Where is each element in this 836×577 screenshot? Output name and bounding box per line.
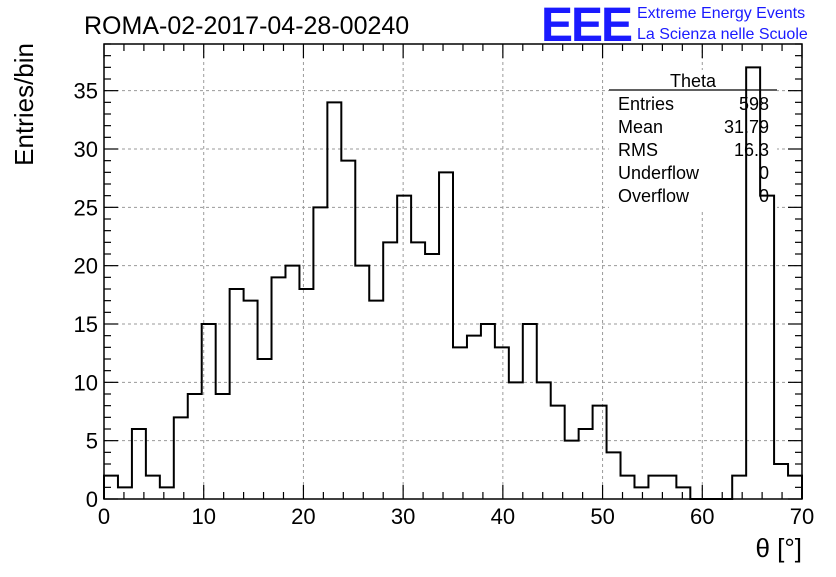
histogram-bin <box>509 382 523 499</box>
histogram-bin <box>593 406 607 499</box>
y-tick-label: 20 <box>74 254 98 279</box>
histogram-bin <box>341 161 355 499</box>
x-tick-label: 0 <box>98 504 110 529</box>
histogram-bin <box>648 476 662 499</box>
histogram-outline <box>103 66 803 500</box>
y-tick-label: 35 <box>74 79 98 104</box>
stats-label: Overflow <box>618 186 690 206</box>
histogram-bin <box>355 266 369 499</box>
histogram-bin <box>160 487 174 499</box>
histogram-bin <box>132 429 146 499</box>
histogram-bin <box>523 324 537 499</box>
histogram-bin <box>411 242 425 499</box>
y-axis-label: Entries/bin <box>9 43 39 166</box>
histogram-bin <box>299 289 313 499</box>
histogram-bin <box>313 207 327 499</box>
histogram-bin <box>202 324 216 499</box>
histogram-bin <box>244 301 258 499</box>
histogram-bin <box>118 487 132 499</box>
x-axis-ticks: 0 10 20 30 40 50 60 70 <box>98 44 814 529</box>
histogram-bin <box>327 102 341 499</box>
y-tick-label: 10 <box>74 370 98 395</box>
histogram-bin <box>607 452 621 499</box>
y-tick-label: 30 <box>74 137 98 162</box>
stats-value: 16.3 <box>734 140 769 160</box>
histogram-bin <box>258 359 272 499</box>
y-axis-ticks: 0 5 10 15 20 25 30 35 <box>74 43 802 512</box>
histogram-bin <box>230 289 244 499</box>
stats-label: RMS <box>618 140 658 160</box>
histogram-bin <box>425 254 439 499</box>
x-tick-label: 40 <box>491 504 515 529</box>
histogram-bin <box>272 277 286 499</box>
stats-value: 0 <box>759 163 769 183</box>
histogram-bin <box>146 476 160 499</box>
stats-value: 598 <box>739 94 769 114</box>
histogram-bin <box>774 464 788 499</box>
histogram-bin <box>760 196 774 499</box>
histogram-bin <box>285 266 299 499</box>
histogram-bin <box>662 476 676 499</box>
x-axis-label: θ [°] <box>755 533 802 563</box>
stats-label: Entries <box>618 94 674 114</box>
histogram-bin <box>397 196 411 499</box>
grid-lines <box>104 44 802 499</box>
histogram-bin <box>537 382 551 499</box>
y-tick-label: 25 <box>74 195 98 220</box>
stats-label: Underflow <box>618 163 700 183</box>
stats-title: Theta <box>670 71 717 91</box>
y-tick-label: 5 <box>86 429 98 454</box>
histogram-bin <box>188 394 202 499</box>
histogram-bin <box>481 324 495 499</box>
histogram-bars <box>103 66 803 500</box>
x-tick-label: 60 <box>690 504 714 529</box>
histogram-bin <box>216 394 230 499</box>
x-tick-label: 20 <box>291 504 315 529</box>
histogram-bin <box>676 487 690 499</box>
x-tick-label: 10 <box>191 504 215 529</box>
histogram-bin <box>579 429 593 499</box>
histogram-bin <box>551 406 565 499</box>
histogram-bin <box>453 347 467 499</box>
histogram-bin <box>174 417 188 499</box>
histogram-bin <box>634 487 648 499</box>
stats-label: Mean <box>618 117 663 137</box>
histogram-bin <box>383 242 397 499</box>
histogram-bin <box>467 336 481 499</box>
run-title: ROMA-02-2017-04-28-00240 <box>84 12 409 40</box>
x-tick-label: 70 <box>790 504 814 529</box>
x-tick-label: 50 <box>590 504 614 529</box>
histogram-bin <box>565 441 579 499</box>
histogram-bin <box>732 476 746 499</box>
logo-caption-line2: La Scienza nelle Scuole <box>637 26 808 43</box>
histogram-bin <box>369 301 383 499</box>
histogram-bin <box>495 347 509 499</box>
plot-frame <box>103 43 803 500</box>
y-tick-label: 0 <box>86 487 98 512</box>
histogram-bin <box>439 172 453 499</box>
x-tick-label: 30 <box>391 504 415 529</box>
logo-caption-line1: Extreme Energy Events <box>637 5 805 22</box>
y-tick-label: 15 <box>74 312 98 337</box>
plot-border <box>103 43 803 500</box>
